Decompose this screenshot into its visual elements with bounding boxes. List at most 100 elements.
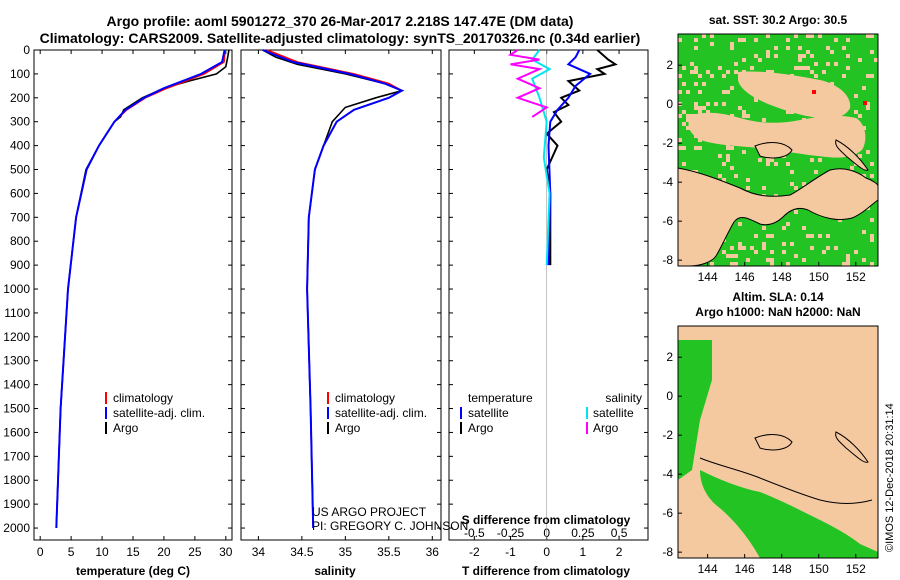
sst-map-cell <box>766 50 770 54</box>
temperature-legend: climatology satellite-adj. clim. Argo <box>105 391 205 435</box>
x-tick-label: 36 <box>426 545 440 559</box>
depth-tick-label: 1500 <box>3 402 30 416</box>
sst-map-cell <box>786 46 790 50</box>
lat-tick-label: 0 <box>666 97 673 111</box>
sst-map-cell <box>750 66 754 70</box>
legend-salinity-heading: salinity <box>605 391 642 405</box>
lat-tick-label: -2 <box>662 428 673 442</box>
sst-map-cell <box>754 98 758 102</box>
sst-map-cell <box>742 38 746 42</box>
sst-map-cell <box>770 258 774 262</box>
sst-map-cell <box>678 146 682 150</box>
sst-map-cell <box>766 54 770 58</box>
depth-tick-label: 1600 <box>3 425 30 439</box>
sst-map-cell <box>758 58 762 62</box>
difference-legend: temperature satellite Argo salinity sate… <box>460 391 642 435</box>
sst-map-cell <box>790 242 794 246</box>
sst-map-cell <box>806 66 810 70</box>
sst-map-cell <box>830 82 834 86</box>
lon-tick-label: 152 <box>846 270 866 284</box>
t-difference-xlabel: T difference from climatology <box>462 564 630 578</box>
sst-map-cell <box>694 46 698 50</box>
sst-map-cell <box>866 106 870 110</box>
sst-map-cell <box>730 46 734 50</box>
sst-map-cell <box>738 246 742 250</box>
sst-map-cell <box>730 86 734 90</box>
difference-axes-frame <box>448 49 649 541</box>
sst-map-cell <box>786 110 790 114</box>
sst-map-cell <box>766 258 770 262</box>
lon-tick-label: 152 <box>846 562 866 576</box>
sst-map-cell <box>862 230 866 234</box>
sst-map-cell <box>766 34 770 38</box>
depth-tick-label: 1400 <box>3 378 30 392</box>
depth-tick-label: 900 <box>10 258 30 272</box>
x-tick-label: 35.5 <box>377 545 401 559</box>
sst-map-cell <box>730 42 734 46</box>
sst-map-cell <box>718 174 722 178</box>
sst-map-cell <box>686 126 690 130</box>
depth-tick-label: 700 <box>10 210 30 224</box>
lat-tick-label: -6 <box>662 214 673 228</box>
lon-tick-label: 148 <box>772 562 792 576</box>
sst-map-cell <box>806 50 810 54</box>
sla-map-manus-island <box>754 434 793 451</box>
sst-map-cell <box>814 170 818 174</box>
lat-tick-label: -2 <box>662 136 673 150</box>
sst-map-cell <box>770 234 774 238</box>
sst-map-cell <box>854 94 858 98</box>
sst-map-cell <box>726 70 730 74</box>
sst-map-cell <box>698 74 702 78</box>
sst-map-cell <box>694 82 698 86</box>
sst-map-cell <box>726 154 730 158</box>
sst-map-cell <box>718 66 722 70</box>
depth-tick-label: 1200 <box>3 330 30 344</box>
lat-tick-label: -4 <box>662 467 673 481</box>
sst-map-manus-island <box>754 142 793 159</box>
sst-map-cell <box>698 106 702 110</box>
x-tick-label: -1 <box>505 545 516 559</box>
sst-map-cell <box>694 106 698 110</box>
sst-map-cell <box>738 106 742 110</box>
sst-map-cell <box>742 110 746 114</box>
depth-tick-label: 1700 <box>3 449 30 463</box>
sst-map-cell <box>770 70 774 74</box>
sst-map-cell <box>846 262 850 266</box>
sst-map-cell <box>822 70 826 74</box>
x-tick-label: 25 <box>188 545 202 559</box>
sst-map-cell <box>710 34 714 38</box>
sst-map-cell <box>734 262 738 266</box>
sst-map-cell <box>750 246 754 250</box>
sst-map-new-ireland <box>835 139 869 171</box>
sst-map-cell <box>770 158 774 162</box>
lat-tick-label: 2 <box>666 58 673 72</box>
sst-map-cell <box>870 162 874 166</box>
depth-tick-label: 200 <box>10 91 30 105</box>
sst-map-cell <box>834 246 838 250</box>
sst-map-cell <box>830 50 834 54</box>
depth-tick-label: 400 <box>10 139 30 153</box>
legend-temp-argo: Argo <box>468 421 494 435</box>
legend-temp-satellite: satellite <box>468 406 509 420</box>
x-tick-label: 30 <box>219 545 233 559</box>
credit-pi: PI: GREGORY C. JOHNSON <box>312 519 468 533</box>
sst-map-cell <box>786 162 790 166</box>
sst-map-cell <box>870 34 874 38</box>
temperature-panel: 0100200300400500600700800900100011001200… <box>3 43 233 578</box>
depth-tick-label: 800 <box>10 234 30 248</box>
figure-title-line1: Argo profile: aoml 5901272_370 26-Mar-20… <box>107 13 574 29</box>
sst-map-cell <box>734 254 738 258</box>
depth-tick-label: 1100 <box>4 306 30 320</box>
sst-map-cell <box>730 166 734 170</box>
lat-tick-label: -8 <box>662 545 673 559</box>
temperature-axes-frame <box>33 49 233 541</box>
sst-map-cell <box>842 46 846 50</box>
sst-map-cell <box>694 102 698 106</box>
x-tick-label: 20 <box>157 545 171 559</box>
x-tick-label: 15 <box>126 545 140 559</box>
sst-map-land-patch-north <box>738 71 851 119</box>
sst-map-cell <box>678 138 682 142</box>
lon-tick-label: 144 <box>698 270 718 284</box>
sst-map-cell <box>762 246 766 250</box>
